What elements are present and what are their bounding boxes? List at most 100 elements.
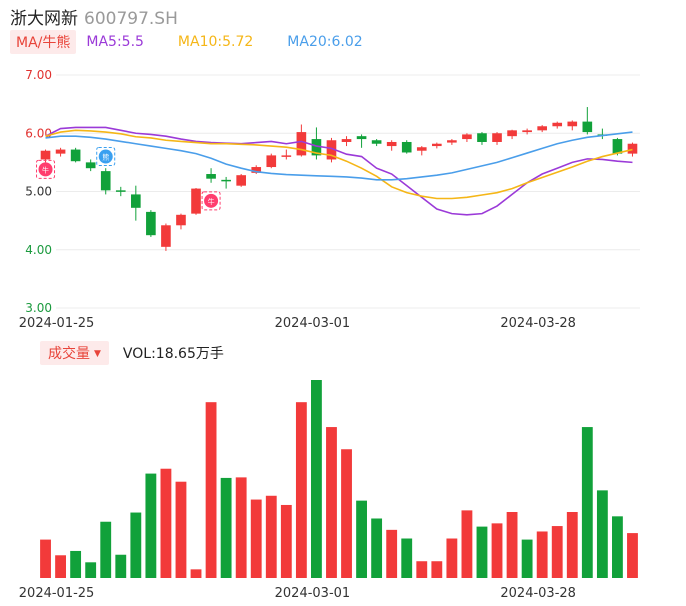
bull-signal-label: 牛 [42, 165, 49, 174]
volume-bar [461, 510, 473, 578]
volume-bar [235, 477, 247, 578]
candle-body [115, 190, 126, 192]
volume-x-tick-label: 2024-01-25 [19, 586, 95, 601]
stock-title: 浙大网新 600797.SH [10, 4, 178, 29]
candle-body [386, 141, 397, 147]
volume-bar [145, 473, 157, 578]
volume-value: VOL:18.65万手 [122, 346, 224, 362]
y-tick-label: 4.00 [25, 243, 52, 257]
volume-bar [280, 504, 292, 578]
candle-body [40, 150, 51, 160]
candle-body [55, 149, 66, 154]
volume-bar [551, 526, 563, 578]
volume-legend: 成交量 ▼ VOL:18.65万手 [40, 341, 224, 365]
candle-body [206, 174, 216, 179]
candle-body [582, 121, 593, 133]
volume-bar [416, 561, 428, 578]
candle-body [176, 214, 186, 226]
candle-body [537, 126, 547, 131]
volume-bar [521, 539, 533, 578]
candle-body [70, 149, 81, 162]
volume-tag-label: 成交量 [48, 346, 90, 362]
candle-body [477, 133, 487, 142]
x-tick-label: 2024-01-25 [19, 316, 95, 331]
candle-body [462, 134, 472, 140]
ma10-legend: MA10:5.72 [177, 34, 254, 50]
bull-signal-frame [201, 191, 221, 211]
volume-bar [175, 481, 187, 578]
ma-indicator-selector[interactable]: MA/牛熊 [10, 30, 77, 54]
stock-code: 600797.SH [84, 9, 178, 29]
candle-body [401, 141, 412, 153]
bear-signal-label: 熊 [102, 153, 109, 162]
x-tick-label: 2024-03-28 [500, 316, 576, 331]
volume-bar [326, 427, 337, 578]
volume-bar [386, 529, 398, 578]
bull-signal-label: 牛 [208, 197, 215, 206]
candle-body [296, 132, 307, 156]
y-tick-label: 5.00 [25, 185, 52, 199]
bear-signal-icon [98, 149, 113, 164]
volume-bar [115, 554, 127, 578]
candle-body [326, 140, 337, 160]
candle-body [371, 140, 382, 144]
volume-bar [446, 538, 458, 578]
y-tick-label: 3.00 [25, 301, 52, 315]
bull-signal-icon [38, 162, 53, 177]
volume-bar [341, 449, 352, 578]
volume-bar [190, 569, 202, 578]
volume-bar [491, 523, 503, 578]
ma20-legend: MA20:6.02 [287, 34, 363, 50]
candle-body [447, 140, 457, 143]
volume-bar [311, 380, 322, 578]
candle-body [612, 139, 623, 154]
candle-body [251, 167, 262, 173]
volume-x-tick-label: 2024-03-01 [275, 586, 351, 601]
candle-body [341, 139, 352, 142]
volume-bar [100, 521, 112, 578]
volume-x-tick-label: 2024-03-28 [500, 586, 576, 601]
y-tick-label: 6.00 [25, 126, 52, 140]
candle-body [191, 188, 201, 214]
volume-bar [265, 495, 277, 578]
volume-bar [596, 490, 608, 578]
candle-body [567, 121, 578, 127]
candle-body [100, 171, 111, 191]
volume-bar [55, 555, 66, 578]
ma10-line [45, 129, 633, 200]
candle-body [236, 175, 246, 186]
volume-bar [431, 561, 443, 578]
candle-body [281, 155, 292, 157]
volume-bar [250, 499, 262, 578]
volume-bar [566, 512, 578, 578]
volume-bar [356, 500, 367, 578]
candle-body [507, 130, 517, 137]
volume-bar [205, 402, 217, 578]
volume-bar [130, 512, 142, 578]
ma5-line [45, 126, 633, 216]
candle-body [627, 143, 638, 154]
candle-body [522, 130, 532, 133]
candle-body [416, 147, 427, 151]
volume-bar [612, 516, 623, 578]
candle-body [146, 211, 156, 236]
volume-indicator-selector[interactable]: 成交量 ▼ [40, 341, 109, 365]
volume-bar [160, 468, 172, 578]
candle-body [266, 155, 277, 168]
volume-bar [220, 477, 232, 578]
candle-body [221, 179, 231, 182]
volume-bar [70, 550, 82, 578]
x-tick-label: 2024-03-01 [275, 316, 351, 331]
volume-bar [627, 533, 638, 578]
candle-body [552, 122, 563, 127]
volume-bar [476, 526, 488, 578]
candle-body [356, 136, 367, 140]
candle-body [432, 143, 442, 147]
volume-bar [85, 562, 97, 578]
ma20-line [45, 131, 633, 181]
candle-body [131, 194, 141, 208]
volume-bar [536, 531, 548, 578]
candle-body [85, 162, 96, 169]
ma-legend: MA/牛熊 MA5:5.5 MA10:5.72 MA20:6.02 [10, 30, 397, 54]
